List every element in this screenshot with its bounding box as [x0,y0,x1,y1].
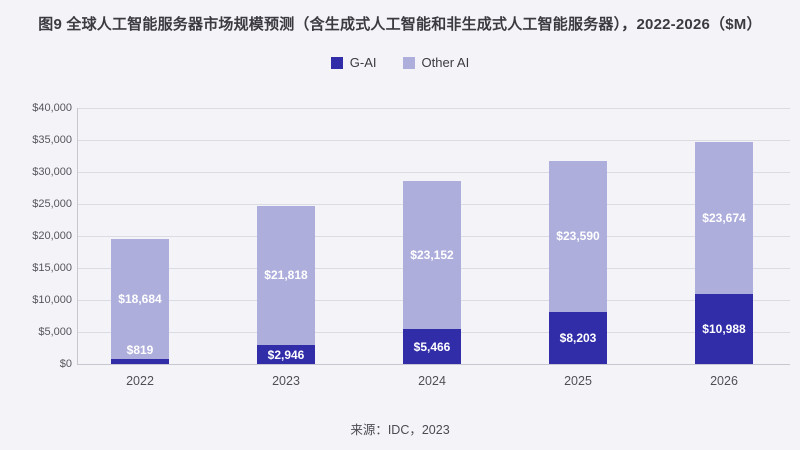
y-tick-label-15000: $15,000 [32,262,72,274]
value-label-2025-g-ai: $8,203 [559,330,597,345]
value-label-2023-g-ai: $2,946 [267,347,305,362]
value-label-2025-other-ai: $23,590 [556,229,600,244]
chart-title: 图9 全球人工智能服务器市场规模预测（含生成式人工智能和非生成式人工智能服务器）… [38,16,762,33]
y-tick-label-10000: $10,000 [32,294,72,306]
bar-2026-other-ai-segment: $23,674 [695,142,753,294]
bar-2025: $23,590 $8,203 [549,160,607,364]
y-tick-label-35000: $35,000 [32,134,72,146]
bar-2025-g-ai-segment: $8,203 [549,311,607,364]
legend-item-g-ai: G-AI [330,55,377,70]
gridline-30000 [78,172,790,173]
value-label-2022-other-ai: $18,684 [118,291,162,306]
y-tick-label-20000: $20,000 [32,230,72,242]
value-label-2024-g-ai: $5,466 [413,339,451,354]
bar-2022-g-ai-segment [111,358,169,364]
bar-2024-g-ai-segment: $5,466 [403,329,461,364]
value-label-2026-g-ai: $10,988 [702,321,746,336]
bar-2024-other-ai-segment: $23,152 [403,180,461,330]
value-label-2023-other-ai: $21,818 [264,268,308,283]
bar-2022-other-ai-segment: $18,684 $819 [111,239,169,359]
legend-label-other-ai: Other AI [421,55,470,70]
bar-2026-g-ai-segment: $10,988 [695,293,753,364]
y-tick-label-5000: $5,000 [38,326,72,338]
x-tick-label-2025: 2025 [564,374,592,388]
plot-area: $18,684 $819 2022 $21,818 $2,946 2023 $23,152 $… [77,108,790,388]
y-tick-label-0: $0 [59,358,72,370]
x-tick-label-2023: 2023 [272,374,300,388]
legend-label-g-ai: G-AI [349,55,377,70]
bar-2025-other-ai-segment: $23,590 [549,160,607,312]
x-tick-label-2022: 2022 [126,374,154,388]
y-tick-label-25000: $25,000 [32,198,72,210]
bar-2022: $18,684 $819 [111,239,169,364]
value-label-2024-other-ai: $23,152 [410,247,454,262]
bar-2026: $23,674 $10,988 [695,142,753,364]
legend-swatch-g-ai [330,56,343,69]
bar-2023: $21,818 $2,946 [257,205,315,364]
bar-2024: $23,152 $5,466 [403,180,461,364]
legend-swatch-other-ai [402,56,415,69]
value-label-2022-g-ai: $819 [126,342,154,357]
bar-2023-g-ai-segment: $2,946 [257,345,315,364]
x-tick-label-2026: 2026 [710,374,738,388]
source-note: 来源：IDC，2023 [350,423,450,437]
legend: G-AI Other AI [0,55,800,70]
gridline-35000 [78,140,790,141]
legend-item-other-ai: Other AI [402,55,470,70]
value-label-2026-other-ai: $23,674 [702,210,746,225]
y-axis: $0 $5,000 $10,000 $15,000 $20,000 $25,000 $30,… [0,0,72,450]
y-tick-label-30000: $30,000 [32,166,72,178]
bar-2023-other-ai-segment: $21,818 [257,205,315,346]
y-tick-label-40000: $40,000 [32,102,72,114]
x-tick-label-2024: 2024 [418,374,446,388]
gridline-40000 [78,108,790,109]
